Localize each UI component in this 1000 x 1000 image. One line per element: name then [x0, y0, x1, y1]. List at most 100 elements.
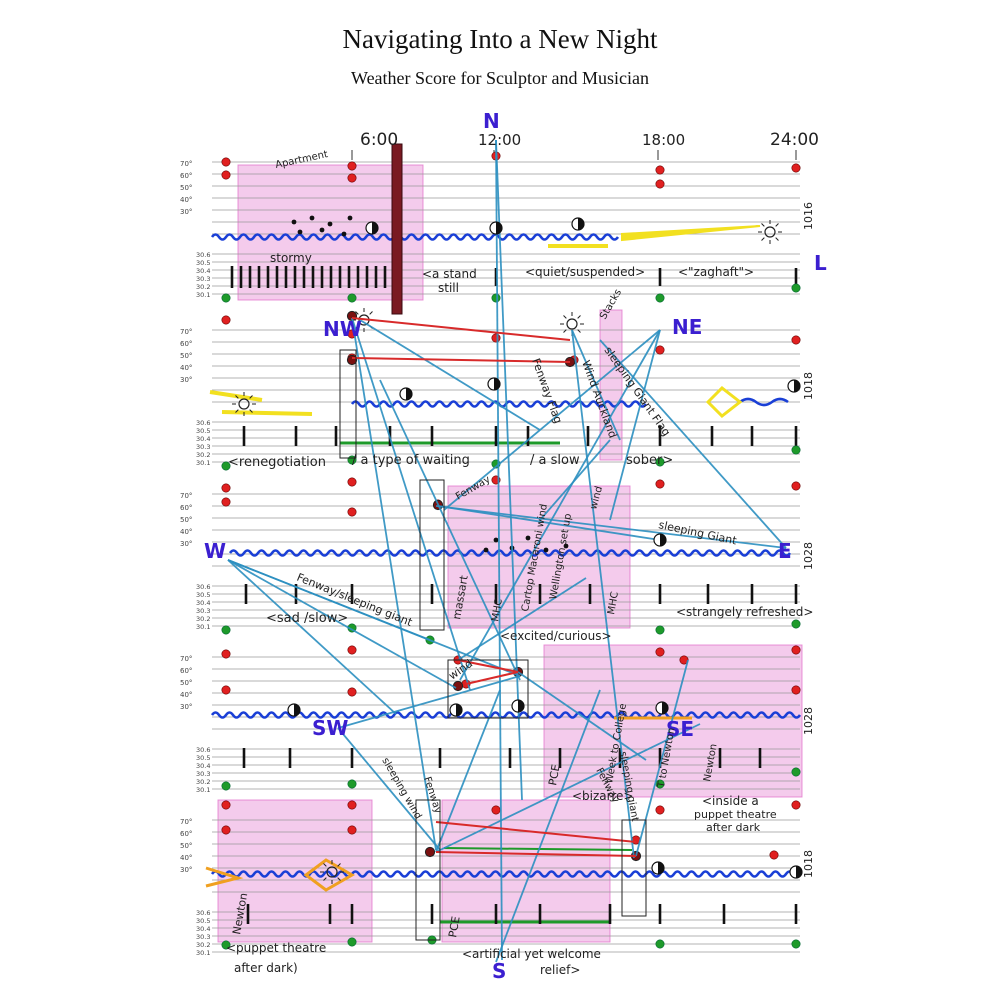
pressure-scale-label: 30.3 [196, 933, 210, 941]
pressure-scale-label: 30.2 [196, 451, 210, 459]
annotation-mhc-left: MHC [490, 598, 505, 623]
green-temperature-dot [791, 619, 801, 629]
annotation-sleeping-giant-s3: sleeping Giant [657, 518, 738, 547]
rain-dot [543, 547, 549, 553]
route-line [437, 505, 661, 541]
temperature-scale-label: 40° [180, 528, 192, 536]
moon-phase-shade [658, 862, 664, 874]
red-temperature-dot [655, 479, 665, 489]
moon-phase-shade [662, 702, 668, 714]
pressure-scale-label: 30.3 [196, 275, 210, 283]
pressure-scale-label: 30.6 [196, 909, 210, 917]
green-temperature-dot [655, 457, 665, 467]
pressure-scale-label: 30.3 [196, 770, 210, 778]
rain-dot [297, 229, 303, 235]
annotation-renegotiation: <renegotiation [228, 455, 326, 470]
sun-ray [577, 329, 581, 333]
stave4-side-label: 1028 [802, 707, 815, 735]
pressure-scale-label: 30.2 [196, 941, 210, 949]
annotation-inside-a: <inside a [702, 794, 759, 808]
compass-w: W [204, 539, 226, 563]
temperature-scale-label: 60° [180, 830, 192, 838]
annotation-artificial-yet-welcome: <artificial yet welcome [462, 947, 601, 961]
sun-ray [563, 315, 567, 319]
annotation-sad-slow: <sad /slow> [266, 611, 348, 626]
sun-ray [337, 863, 341, 867]
annotation-pce-s4: PCE [546, 763, 563, 786]
temperature-scale-label: 70° [180, 160, 192, 168]
sun-ray [369, 311, 373, 315]
pressure-scale-label: 30.6 [196, 583, 210, 591]
time-label-6: 6:00 [360, 130, 398, 150]
route-line [571, 329, 635, 859]
bracket-frame [339, 349, 357, 459]
annotation-sober: sober> [626, 453, 673, 468]
maroon-bar [391, 143, 403, 315]
marked-dot [346, 354, 358, 366]
compass-nw: NW [323, 317, 362, 341]
moon-phase-shade [456, 704, 462, 716]
annotation-puppet-theatre-s5: <puppet theatre [226, 941, 326, 955]
red-temperature-dot [221, 483, 231, 493]
pressure-scale-label: 30.5 [196, 259, 210, 267]
route-line [495, 139, 523, 801]
route-line [227, 559, 457, 689]
red-temperature-dot [221, 157, 231, 167]
wave-line [739, 397, 789, 407]
wave-line [210, 711, 802, 719]
stave5-side-label: 1018 [802, 850, 815, 878]
route-line [443, 329, 661, 511]
pink-washes [217, 164, 803, 943]
stave3-side-label: 1028 [802, 542, 815, 570]
pressure-scale-label: 30.1 [196, 291, 210, 299]
green-temperature-dot [221, 940, 231, 950]
sun-ray [235, 409, 239, 413]
route-line [337, 675, 521, 729]
sun-icon [326, 866, 338, 878]
red-temperature-dot [791, 645, 801, 655]
route-line [435, 689, 501, 853]
moon-phase-shade [494, 378, 500, 390]
rain-dot [347, 215, 353, 221]
red-temperature-dot [769, 850, 779, 860]
route-line [539, 439, 611, 521]
green-temperature-dot [655, 625, 665, 635]
green-temperature-dot [655, 293, 665, 303]
route-line [351, 317, 437, 851]
compass-n: N [483, 109, 500, 133]
rain-dot [493, 537, 499, 543]
annotation-strangely-refreshed: <strangely refreshed> [676, 605, 813, 619]
sun-ray [323, 877, 327, 881]
red-temperature-dot [221, 685, 231, 695]
sun-ray [761, 237, 765, 241]
bracket-frame [419, 479, 445, 631]
sun-ray [355, 311, 359, 315]
temperature-scale-label: 30° [180, 866, 192, 874]
temperature-scale-label: 70° [180, 492, 192, 500]
sun-icon [238, 398, 250, 410]
pressure-scale-label: 30.1 [196, 949, 210, 957]
marked-dot [452, 680, 464, 692]
moon-phase-shade [496, 222, 502, 234]
red-temperature-dot [347, 477, 357, 487]
sun-ray [563, 329, 567, 333]
temperature-scale-label: 30° [180, 703, 192, 711]
pressure-scale-label: 30.6 [196, 746, 210, 754]
compass-sw: SW [312, 716, 348, 740]
annotation-pce-s5: PCE [446, 915, 463, 938]
annotation-fenway-s5a: Fenway [421, 776, 443, 816]
pressure-scale-label: 30.2 [196, 283, 210, 291]
moon-phase-shade [294, 704, 300, 716]
sun-ray [249, 409, 253, 413]
red-temperature-dot [347, 507, 357, 517]
time-label-24: 24:00 [770, 130, 819, 150]
pressure-scale-label: 30.1 [196, 459, 210, 467]
sun-ray [761, 223, 765, 227]
temperature-scale-label: 50° [180, 679, 192, 687]
orange-diamond [303, 858, 356, 892]
green-temperature-dot [221, 293, 231, 303]
stave2-side-label: 1018 [802, 372, 815, 400]
marked-dot [424, 846, 436, 858]
annotation-still: still [438, 281, 459, 295]
temperature-scale-label: 40° [180, 196, 192, 204]
